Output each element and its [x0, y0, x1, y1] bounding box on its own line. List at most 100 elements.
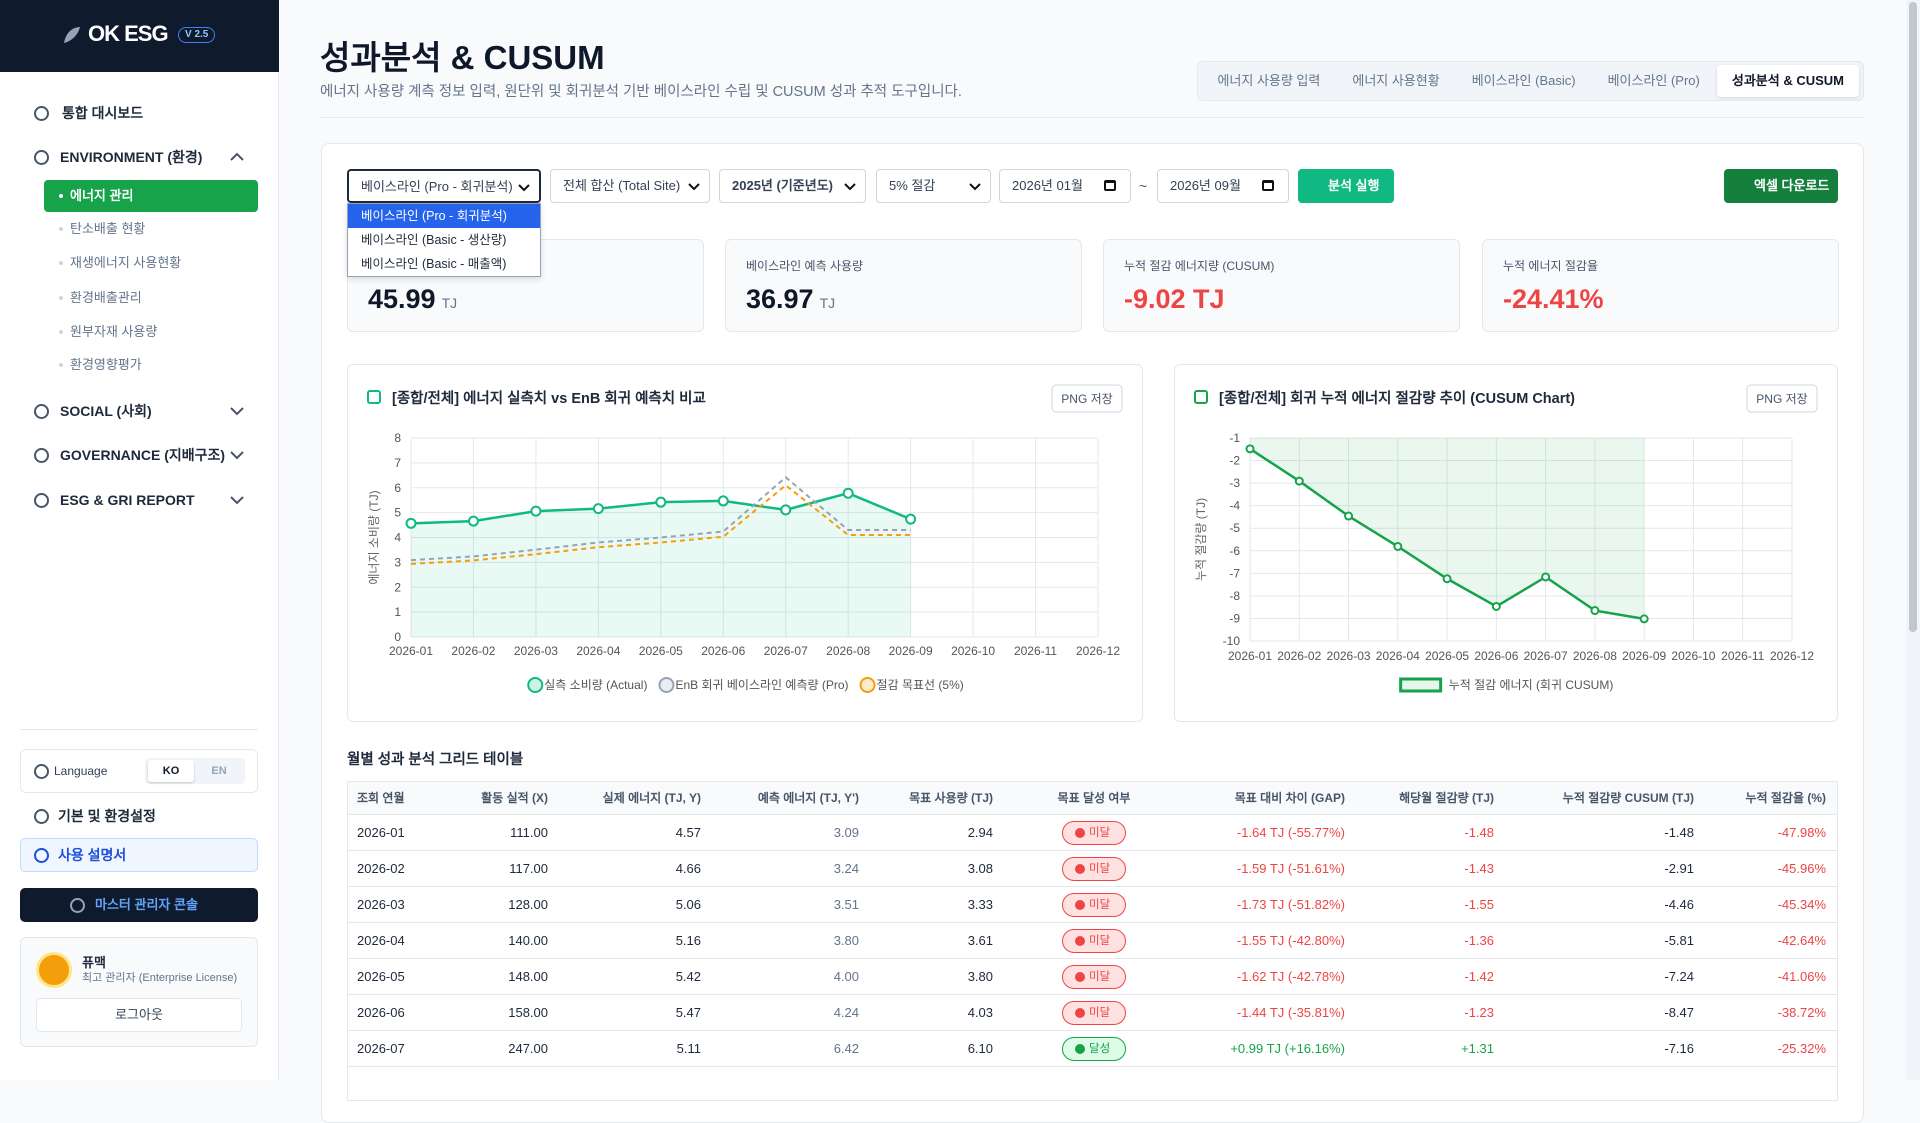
nav-subitem[interactable]: 재생에너지 사용현황	[70, 255, 182, 270]
line	[410, 483, 911, 565]
y-tick-label: 6	[394, 481, 401, 495]
cell: 2026-07	[357, 1041, 405, 1056]
chart-title: [종합/전체] 회귀 누적 에너지 절감량 추이 (CUSUM Chart)	[1219, 389, 1575, 407]
tab[interactable]: 베이스라인 (Pro)	[1607, 73, 1700, 88]
cell: -1.43	[1464, 861, 1494, 876]
tab[interactable]: 에너지 사용량 입력	[1217, 73, 1321, 88]
column-header: 목표 달성 여부	[1057, 791, 1131, 805]
nav-subitem[interactable]: 환경배출관리	[70, 290, 142, 305]
select[interactable]: 전체 합산 (Total Site)	[550, 169, 710, 203]
point	[905, 513, 917, 525]
select[interactable]: 2026년 09월	[1157, 169, 1289, 203]
select[interactable]: 2026년 01월	[999, 169, 1131, 203]
cell: 6.10	[967, 1041, 993, 1056]
dropdown-option[interactable]: 베이스라인 (Basic - 매출액)	[361, 257, 507, 271]
scroll-thumb[interactable]	[1909, 2, 1917, 632]
icon	[70, 898, 85, 913]
cell: -1.23	[1464, 1005, 1494, 1020]
png-button[interactable]	[1051, 384, 1123, 413]
legend-label: 절감 목표선 (5%)	[877, 678, 964, 692]
cell: 3.61	[967, 933, 993, 948]
cell: 5.06	[675, 897, 701, 912]
y-tick-label: 5	[394, 506, 401, 520]
cell: 117.00	[509, 861, 548, 876]
nav-section[interactable]: SOCIAL (사회)	[60, 403, 152, 419]
cell: 5.47	[675, 1005, 701, 1020]
export-button[interactable]: 엑셀 다운로드	[1724, 169, 1838, 203]
kpi-value: 36.97	[746, 284, 814, 314]
row-border	[348, 958, 1837, 959]
page-title: 성과분석 & CUSUM	[320, 39, 605, 76]
status-badge: 미달	[1062, 1001, 1126, 1025]
settings-link[interactable]: 기본 및 환경설정	[58, 808, 156, 824]
cell: 5.42	[675, 969, 701, 984]
select-value: 2026년 09월	[1170, 178, 1241, 193]
cell: 2026-06	[357, 1005, 405, 1020]
nav-dot	[59, 363, 63, 367]
cell: -5.81	[1664, 933, 1694, 948]
header-divider	[320, 117, 1864, 118]
x-tick-label: 2026-01	[1228, 649, 1272, 663]
select[interactable]: 베이스라인 (Pro - 회귀분석)	[347, 169, 541, 203]
png-button[interactable]	[1746, 384, 1818, 413]
icon	[34, 404, 49, 419]
dropdown-option[interactable]: 베이스라인 (Basic - 생산량)	[361, 233, 507, 247]
nav-item[interactable]: 통합 대시보드	[62, 105, 144, 121]
caret-line	[518, 184, 530, 192]
y-tick-label: -6	[1229, 544, 1240, 558]
x-tick-label: 2026-11	[1014, 644, 1057, 658]
y-tick-label: -10	[1223, 634, 1241, 648]
cell: 6.42	[833, 1041, 859, 1056]
nav-section[interactable]: ESG & GRI REPORT	[60, 492, 195, 508]
table-title: 월별 성과 분석 그리드 테이블	[347, 752, 524, 768]
cell: -2.91	[1664, 861, 1694, 876]
run-button[interactable]: 분석 실행	[1298, 169, 1394, 203]
tab[interactable]: 베이스라인 (Basic)	[1471, 73, 1576, 88]
kpi-value: -24.41%	[1503, 284, 1604, 314]
scrollbar	[1906, 0, 1920, 1080]
language-option[interactable]: EN	[211, 765, 227, 777]
select[interactable]: 2025년 (기준년도)	[719, 169, 866, 203]
status-badge: 미달	[1062, 821, 1126, 845]
cell: 5.16	[675, 933, 701, 948]
caret	[518, 184, 530, 192]
caret	[969, 183, 981, 191]
cell: -4.46	[1664, 897, 1694, 912]
kpi-unit: TJ	[819, 295, 836, 311]
language-option[interactable]: KO	[148, 760, 194, 782]
nav-active-bg	[44, 180, 258, 212]
manual-link[interactable]: 사용 설명서	[58, 847, 127, 863]
cell: 3.51	[833, 897, 859, 912]
caret	[688, 183, 700, 191]
logout-button[interactable]	[36, 998, 242, 1032]
tab[interactable]: 에너지 사용현황	[1352, 73, 1440, 88]
nav-section[interactable]: GOVERNANCE (지배구조)	[60, 447, 226, 463]
cell: -1.62 TJ (-42.78%)	[1236, 969, 1345, 984]
row-border	[348, 1030, 1837, 1031]
icon	[34, 848, 49, 863]
cell: 2026-05	[357, 969, 405, 984]
nav-subitem[interactable]: 원부자재 사용량	[70, 324, 158, 339]
row-border	[348, 850, 1837, 851]
title-icon	[367, 390, 381, 404]
cell: 158.00	[508, 1005, 548, 1020]
cell: 111.00	[510, 825, 548, 840]
logo: OK ESG	[88, 21, 169, 46]
admin-link[interactable]: 마스터 관리자 콘솔	[95, 897, 198, 912]
kpi-label: 베이스라인 예측 사용량	[746, 259, 864, 273]
tab[interactable]: 성과분석 & CUSUM	[1716, 65, 1859, 97]
nav-subitem[interactable]: 탄소배출 현황	[70, 221, 146, 236]
dropdown-option[interactable]: 베이스라인 (Pro - 회귀분석)	[348, 204, 540, 228]
y-tick-label: -9	[1229, 611, 1240, 625]
nav-section[interactable]: ENVIRONMENT (환경)	[60, 149, 203, 165]
nav-subitem[interactable]: 환경영향평가	[70, 357, 142, 372]
divider	[20, 729, 258, 730]
cell: -1.36	[1464, 933, 1494, 948]
y-tick-label: 2	[394, 580, 401, 594]
nav-subitem[interactable]: 에너지 관리	[70, 188, 134, 203]
y-tick-label: -8	[1229, 589, 1240, 603]
select[interactable]: 5% 절감	[876, 169, 991, 203]
cell: -1.73 TJ (-51.82%)	[1236, 897, 1345, 912]
x-tick-label: 2026-09	[889, 644, 933, 658]
column-header: 목표 사용량 (TJ)	[909, 791, 993, 805]
